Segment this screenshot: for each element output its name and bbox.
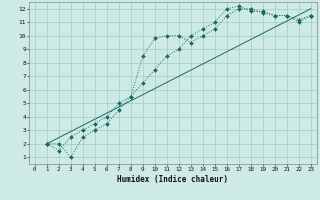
X-axis label: Humidex (Indice chaleur): Humidex (Indice chaleur)	[117, 175, 228, 184]
